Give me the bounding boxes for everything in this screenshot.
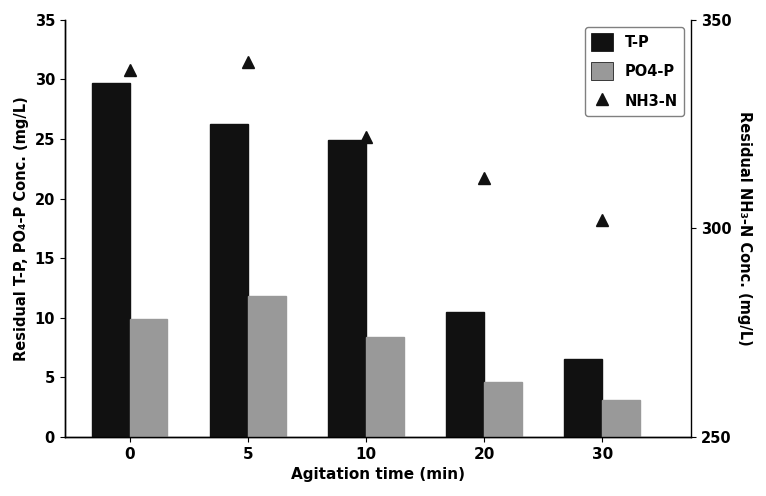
X-axis label: Agitation time (min): Agitation time (min): [291, 467, 465, 482]
Bar: [484, 382, 522, 437]
Bar: [210, 124, 248, 437]
Y-axis label: Residual NH₃-N Conc. (mg/L): Residual NH₃-N Conc. (mg/L): [737, 111, 752, 346]
Bar: [248, 296, 286, 437]
Bar: [92, 83, 129, 437]
Bar: [328, 140, 366, 437]
Bar: [565, 360, 602, 437]
Bar: [129, 319, 168, 437]
Bar: [366, 337, 404, 437]
Bar: [602, 400, 640, 437]
Legend: T-P, PO4-P, NH3-N: T-P, PO4-P, NH3-N: [585, 27, 683, 116]
Bar: [447, 312, 484, 437]
Y-axis label: Residual T-P, PO₄-P Conc. (mg/L): Residual T-P, PO₄-P Conc. (mg/L): [14, 96, 29, 361]
